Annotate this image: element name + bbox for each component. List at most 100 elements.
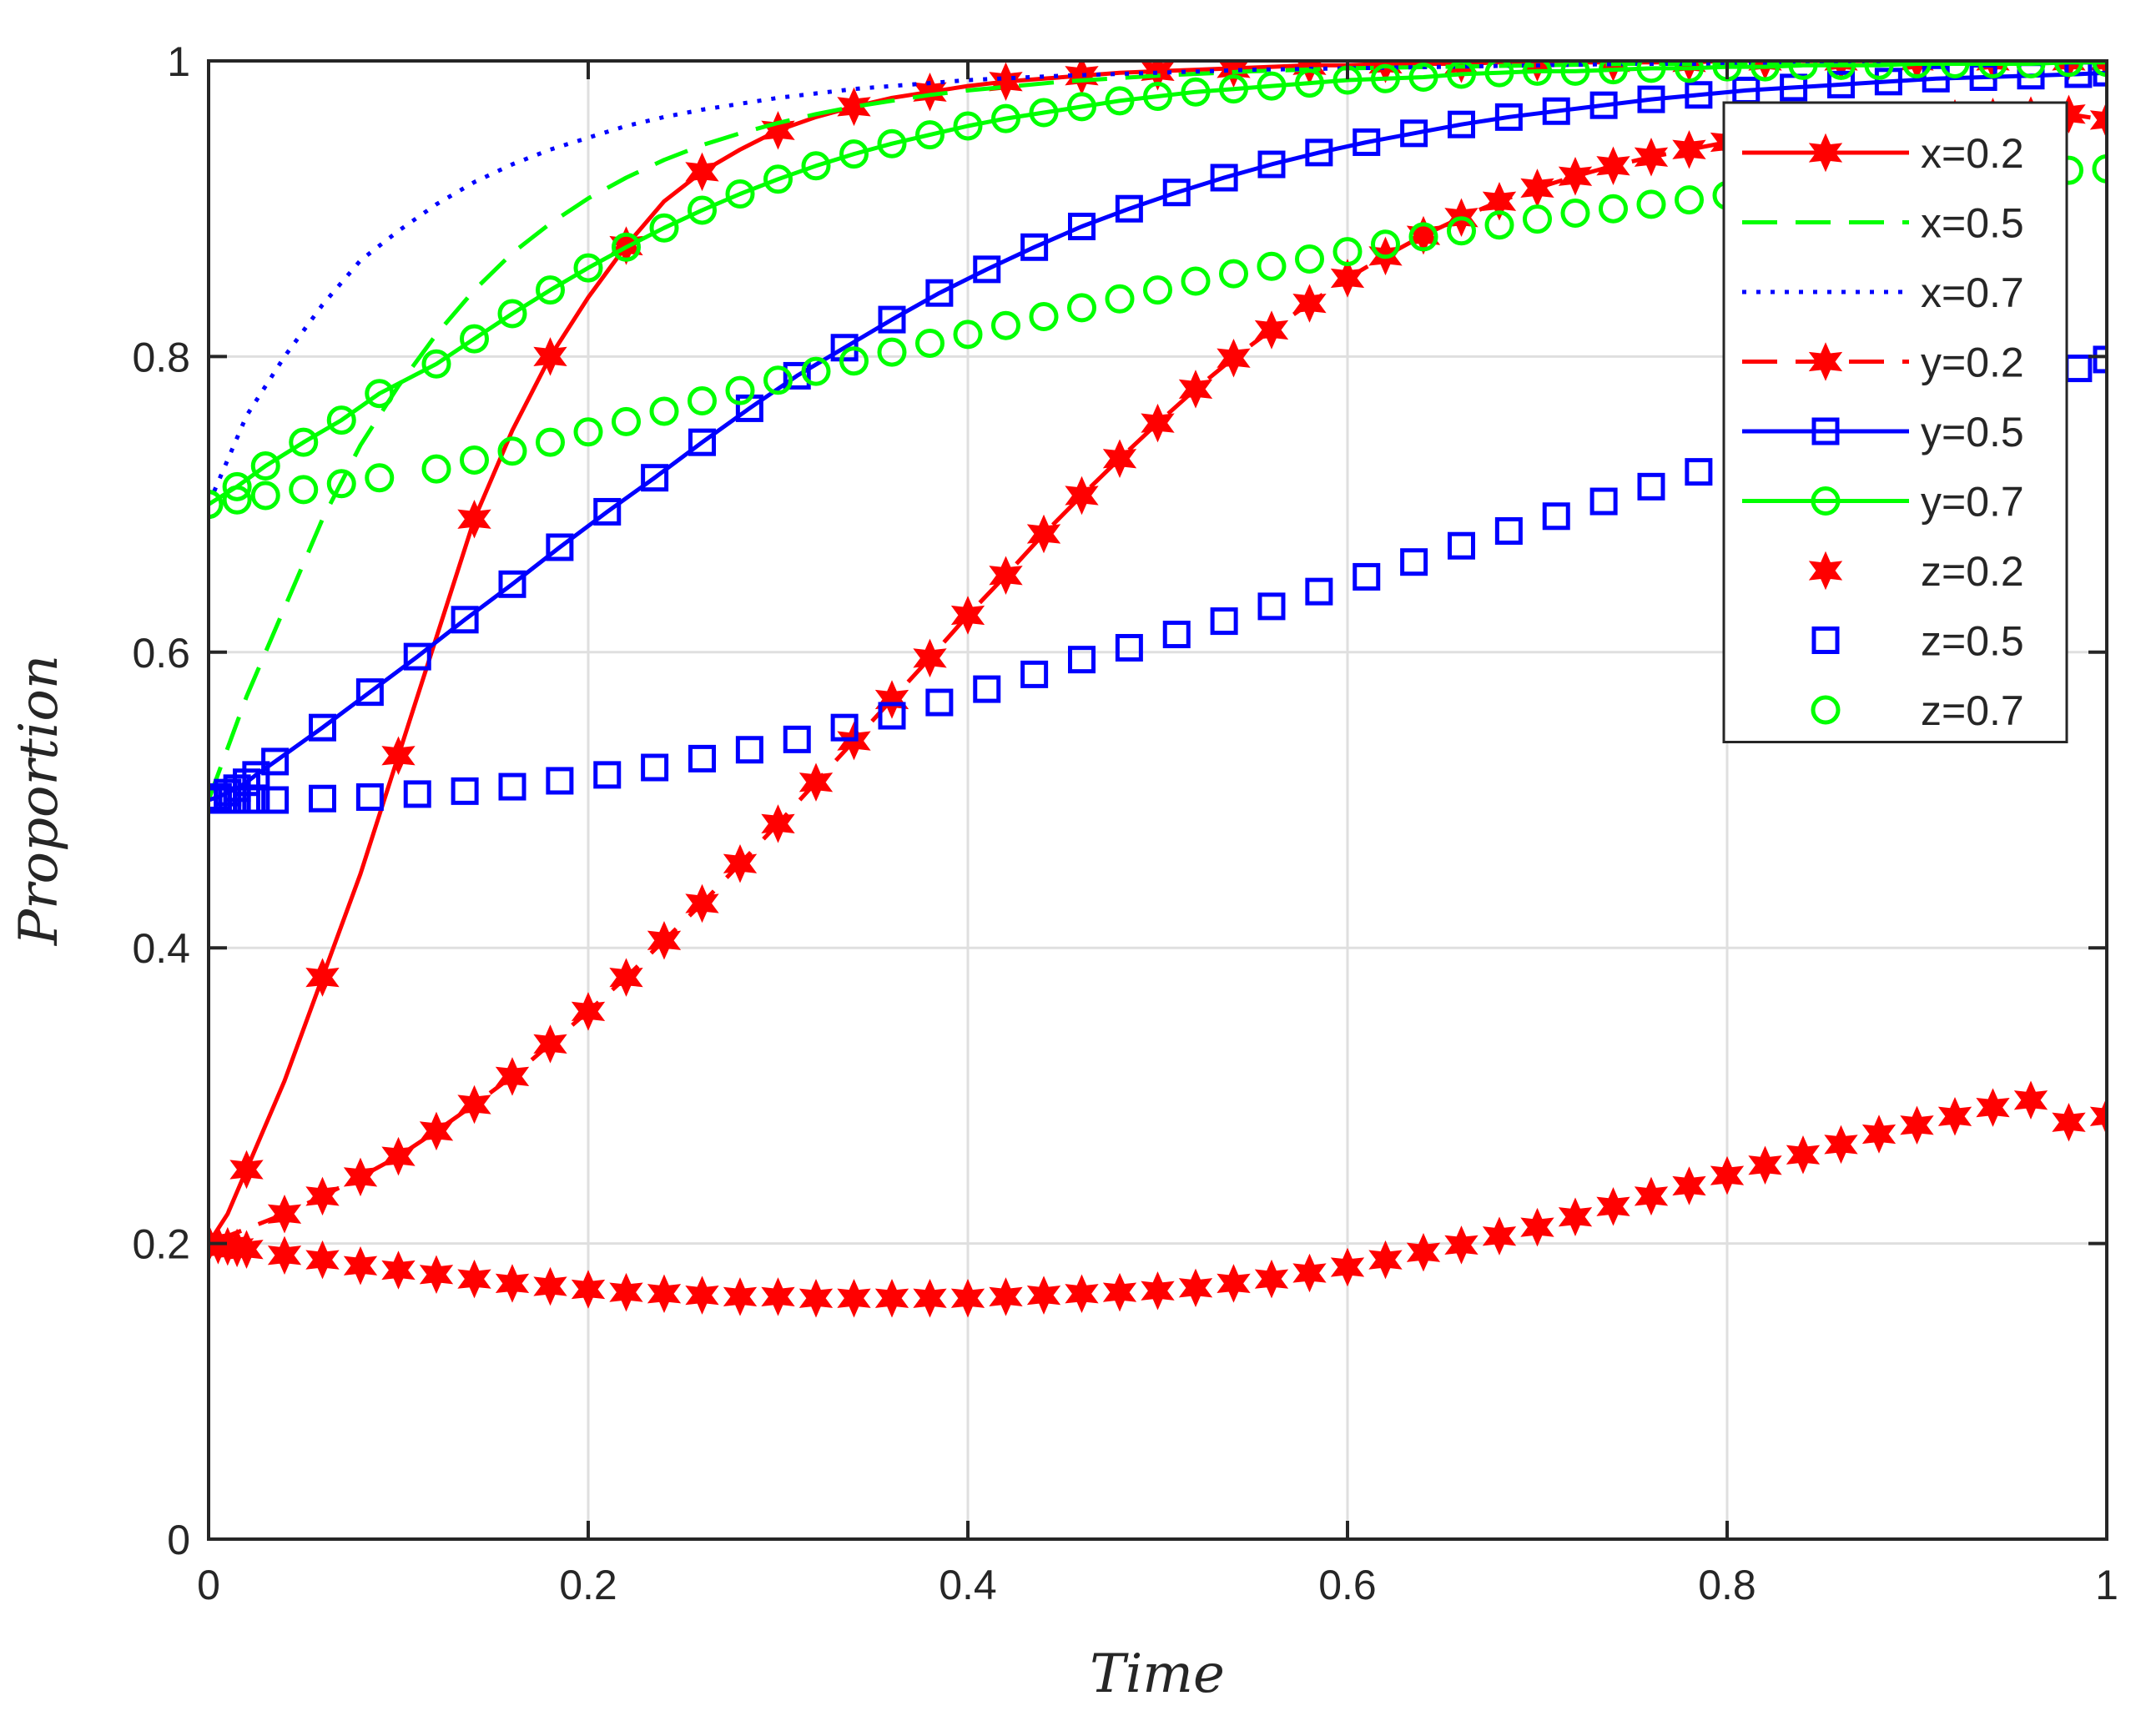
- data-point: [1444, 1225, 1478, 1265]
- data-point: [1254, 310, 1289, 350]
- series-line: [209, 61, 2107, 801]
- data-point: [1861, 1115, 1897, 1154]
- data-point: [1065, 476, 1099, 516]
- data-point: [1219, 74, 1248, 104]
- data-point: [723, 1277, 758, 1316]
- data-point: [1827, 70, 1855, 98]
- legend-label: z=0.5: [1921, 618, 2024, 665]
- data-point: [1067, 92, 1096, 122]
- legend-item: x=0.5: [1742, 200, 2024, 247]
- series-line: [209, 61, 2107, 506]
- x-tick-label: 0.8: [1698, 1562, 1756, 1608]
- data-point: [761, 111, 795, 150]
- data-point: [1937, 1096, 1972, 1136]
- data-point: [1712, 61, 1742, 82]
- data-point: [991, 103, 1020, 133]
- data-point: [874, 1278, 909, 1318]
- data-point: [1482, 1216, 1517, 1256]
- data-point: [647, 1274, 682, 1314]
- data-point: [1788, 61, 1818, 80]
- data-point: [1599, 61, 1628, 85]
- data-point: [1408, 62, 1438, 92]
- data-point: [1523, 61, 1552, 86]
- data-point: [451, 606, 479, 634]
- data-point: [1065, 1274, 1099, 1314]
- data-point: [326, 469, 356, 499]
- data-point: [1748, 1145, 1782, 1185]
- data-point: [365, 463, 395, 493]
- data-point: [498, 570, 526, 598]
- data-point: [2092, 153, 2107, 184]
- data-point: [419, 1255, 454, 1295]
- data-point: [609, 958, 643, 997]
- data-point: [1672, 1166, 1706, 1205]
- data-point: [421, 454, 451, 484]
- data-point: [783, 361, 811, 390]
- series-x=0.5: [209, 61, 2107, 801]
- data-point: [1105, 86, 1135, 116]
- data-point: [457, 1084, 491, 1125]
- data-point: [229, 1230, 264, 1269]
- data-point: [1494, 103, 1523, 131]
- data-point: [222, 485, 252, 515]
- x-tick-label: 0: [197, 1562, 220, 1608]
- x-tick-label: 1: [2095, 1562, 2118, 1608]
- legend-box: [1722, 101, 2068, 743]
- data-point: [1068, 212, 1096, 240]
- data-point: [1210, 607, 1238, 636]
- series-line: [209, 61, 2107, 1245]
- data-point: [725, 179, 755, 209]
- data-point: [1634, 137, 1669, 177]
- data-point: [573, 417, 603, 447]
- data-point: [2013, 1080, 2048, 1120]
- data-point: [950, 596, 985, 635]
- data-point: [688, 428, 716, 456]
- data-point: [839, 346, 869, 376]
- data-point: [536, 427, 565, 457]
- legend-label: y=0.5: [1921, 409, 2024, 455]
- legend-label: x=0.2: [1921, 130, 2024, 177]
- data-point: [533, 337, 567, 376]
- legend-marker: [1808, 342, 1843, 381]
- data-point: [913, 638, 947, 678]
- data-point: [261, 747, 290, 776]
- data-point: [421, 349, 451, 379]
- data-point: [783, 725, 811, 753]
- data-point: [641, 464, 669, 492]
- data-point: [1105, 284, 1135, 314]
- data-point: [685, 152, 719, 192]
- data-point: [801, 356, 831, 386]
- y-tick-label: 1: [167, 38, 190, 85]
- data-point: [242, 786, 270, 814]
- y-axis-title: Proportion: [8, 655, 70, 946]
- data-point: [641, 753, 669, 782]
- data-point: [1178, 1268, 1213, 1308]
- data-point: [1143, 275, 1172, 305]
- ticks: 0 0.2 0.4 0.6 0.8 1 0 0.2 0.4 0.6 0.8 1: [132, 38, 2118, 1608]
- legend-label: z=0.7: [1921, 687, 2024, 734]
- data-point: [1902, 61, 1932, 79]
- data-point: [1978, 61, 2007, 79]
- data-point: [571, 1270, 606, 1309]
- data-point: [419, 1111, 454, 1151]
- data-point: [2052, 61, 2086, 81]
- data-point: [839, 139, 869, 169]
- data-point: [1864, 61, 1894, 80]
- data-point: [1447, 216, 1476, 246]
- data-point: [685, 1276, 719, 1315]
- data-point: [915, 328, 945, 358]
- data-point: [1330, 1247, 1365, 1287]
- data-point: [457, 500, 491, 539]
- data-point: [1560, 61, 1590, 86]
- data-point: [1020, 660, 1049, 688]
- data-point: [1786, 1135, 1821, 1175]
- data-point: [381, 1250, 416, 1290]
- data-point: [1217, 338, 1251, 378]
- data-point: [763, 164, 793, 194]
- data-point: [381, 736, 416, 776]
- legend-label: y=0.7: [1921, 479, 2024, 526]
- data-point: [609, 1272, 643, 1312]
- data-point: [612, 232, 641, 262]
- data-point: [2016, 61, 2046, 79]
- data-point: [761, 804, 795, 843]
